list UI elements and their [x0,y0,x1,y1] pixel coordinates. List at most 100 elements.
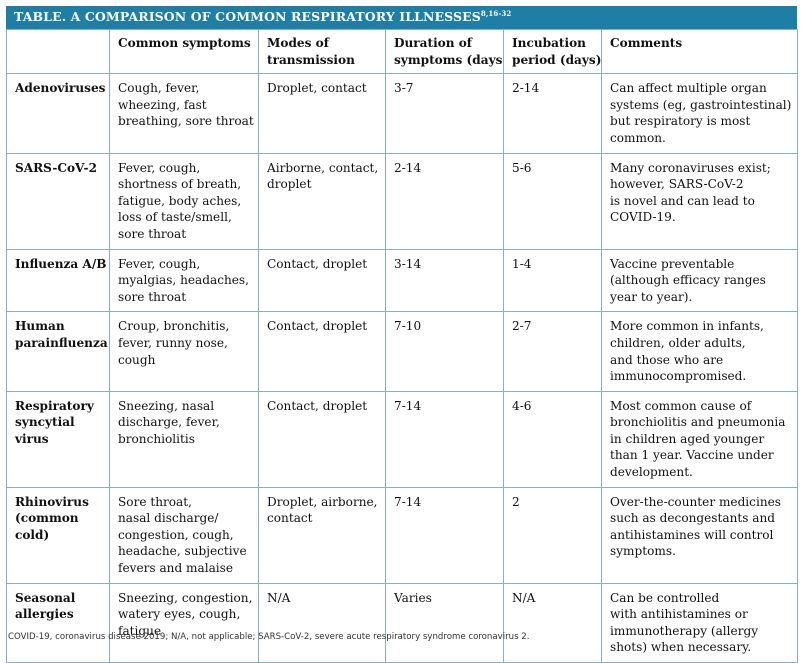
cell-comments-line: Can affect multiple organ [610,81,767,96]
cell-comments-line: (although efficacy ranges [610,273,766,288]
cell-duration: 3-14 [385,248,504,313]
cell-comments-line: year to year). [610,289,693,304]
header-modes-of-transmission: Modes of transmission [258,28,386,75]
cell-comments: Can be controlled with antihistamines or i… [601,582,798,663]
header-line: Comments [610,36,683,50]
cell-comments: Vaccine preventable (although efficacy ra… [601,248,798,313]
cell-modes-of-transmission: Contact, droplet [258,248,386,313]
cell-incubation: 2-7 [503,311,602,392]
cell-common-symptoms-line: fever, runny nose, [118,335,228,350]
cell-modes-of-transmission-line: Contact, droplet [267,319,368,334]
table-footnote: COVID-19, coronavirus disease 2019; N/A,… [8,632,530,642]
header-line: period (days) [512,52,602,67]
cell-modes-of-transmission-line: Droplet, contact [267,81,367,96]
cell-common-symptoms-line: sore throat [118,226,187,241]
cell-modes-of-transmission: Contact, droplet [258,311,386,392]
cell-common-symptoms-line: fevers and malaise [118,561,234,576]
cell-common-symptoms: Croup, bronchitis, fever, runny nose, coug… [109,311,259,392]
cell-comments-line: More common in infants, [610,319,764,334]
cell-comments-line: Many coronaviruses exist; [610,160,771,175]
cell-incubation: 2 [503,486,602,584]
cell-common-symptoms-line: Fever, cough, [118,256,201,271]
cell-common-symptoms: Cough, fever, wheezing, fast breathing, so… [109,73,259,154]
cell-comments-line: antihistamines will control [610,527,774,542]
cell-incubation: 1-4 [503,248,602,313]
respiratory-illness-table: Common symptoms Modes of transmission Dur… [6,28,798,663]
table-row: Influenza A/B Fever, cough, myalgias, head… [6,248,798,313]
cell-comments-line: in children aged younger [610,431,765,446]
illness-name-line: Respiratory [15,398,94,413]
row-illness-name: Rhinovirus (common cold) [6,486,110,584]
table-body: Adenoviruses Cough, fever, wheezing, fast b… [6,73,798,663]
illness-name-line: cold) [15,527,50,542]
cell-incubation: 2-14 [503,73,602,154]
illness-name-line: Human [15,319,65,334]
row-illness-name: Seasonal allergies [6,582,110,663]
cell-modes-of-transmission-line: Contact, droplet [267,256,368,271]
cell-comments-line: COVID-19. [610,210,676,225]
cell-common-symptoms-line: bronchiolitis [118,431,195,446]
table-row: SARS-CoV-2 Fever, cough, shortness of brea… [6,152,798,250]
illness-name-line: syncytial [15,415,75,430]
table-header-row: Common symptoms Modes of transmission Dur… [6,28,798,75]
header-line: Modes of [267,36,329,50]
cell-common-symptoms-line: cough [118,352,156,367]
row-illness-name: Influenza A/B [6,248,110,313]
header-line: Duration of [394,36,473,50]
cell-comments: More common in infants, children, older a… [601,311,798,392]
cell-modes-of-transmission: N/A [258,582,386,663]
row-illness-name: Adenoviruses [6,73,110,154]
cell-comments-line: however, SARS-CoV-2 [610,177,744,192]
cell-comments-line: systems (eg, gastrointestinal) [610,97,792,112]
cell-incubation: N/A [503,582,602,663]
table-title: TABLE. A COMPARISON OF COMMON RESPIRATOR… [14,9,481,24]
cell-modes-of-transmission-line: Droplet, airborne, [267,494,378,509]
comparison-table-figure: TABLE. A COMPARISON OF COMMON RESPIRATOR… [6,6,798,663]
cell-common-symptoms-line: myalgias, headaches, [118,273,249,288]
cell-common-symptoms-line: shortness of breath, [118,177,242,192]
cell-common-symptoms-line: nasal discharge/ [118,511,219,526]
cell-comments: Most common cause of bronchiolitis and pn… [601,390,798,488]
row-illness-name: Human parainfluenza [6,311,110,392]
cell-duration: 7-14 [385,390,504,488]
table-row: Human parainfluenza Croup, bronchitis, feve… [6,311,798,392]
cell-common-symptoms-line: sore throat [118,289,187,304]
cell-modes-of-transmission-line: droplet [267,177,312,192]
cell-common-symptoms: Sneezing, congestion, watery eyes, cough,… [109,582,259,663]
illness-name-line: SARS-CoV-2 [15,160,97,175]
header-line: symptoms (days) [394,52,504,67]
cell-modes-of-transmission-line: Airborne, contact, [267,160,379,175]
cell-common-symptoms-line: watery eyes, cough, [118,607,241,622]
cell-modes-of-transmission-line: Contact, droplet [267,398,368,413]
cell-comments-line: Can be controlled [610,590,720,605]
cell-comments-line: Over-the-counter medicines [610,494,781,509]
cell-common-symptoms-line: Croup, bronchitis, [118,319,230,334]
row-illness-name: SARS-CoV-2 [6,152,110,250]
cell-modes-of-transmission: Droplet, airborne, contact [258,486,386,584]
illness-name-line: parainfluenza [15,335,108,350]
cell-common-symptoms-line: Sore throat, [118,494,192,509]
cell-modes-of-transmission: Airborne, contact, droplet [258,152,386,250]
cell-common-symptoms-line: Sneezing, nasal [118,398,215,413]
cell-comments-line: common. [610,130,666,145]
cell-incubation: 4-6 [503,390,602,488]
illness-name-line: Seasonal [15,590,76,605]
cell-common-symptoms-line: headache, subjective [118,544,247,559]
cell-modes-of-transmission: Droplet, contact [258,73,386,154]
cell-common-symptoms-line: breathing, sore throat [118,114,254,129]
cell-comments-line: immunotherapy (allergy [610,623,759,638]
table-row: Adenoviruses Cough, fever, wheezing, fast b… [6,73,798,154]
cell-common-symptoms: Sneezing, nasal discharge, fever, bronchio… [109,390,259,488]
cell-comments-line: children, older adults, [610,335,746,350]
header-incubation-period: Incubation period (days) [503,28,602,75]
cell-comments-line: immunocompromised. [610,369,747,384]
cell-duration: 3-7 [385,73,504,154]
header-line: transmission [267,52,355,67]
cell-incubation: 5-6 [503,152,602,250]
header-corner [6,28,110,75]
cell-comments-line: such as decongestants and [610,511,776,526]
illness-name-line: Rhinovirus [15,494,89,509]
cell-modes-of-transmission: Contact, droplet [258,390,386,488]
cell-common-symptoms-line: discharge, fever, [118,415,220,430]
header-duration-of-symptoms: Duration of symptoms (days) [385,28,504,75]
